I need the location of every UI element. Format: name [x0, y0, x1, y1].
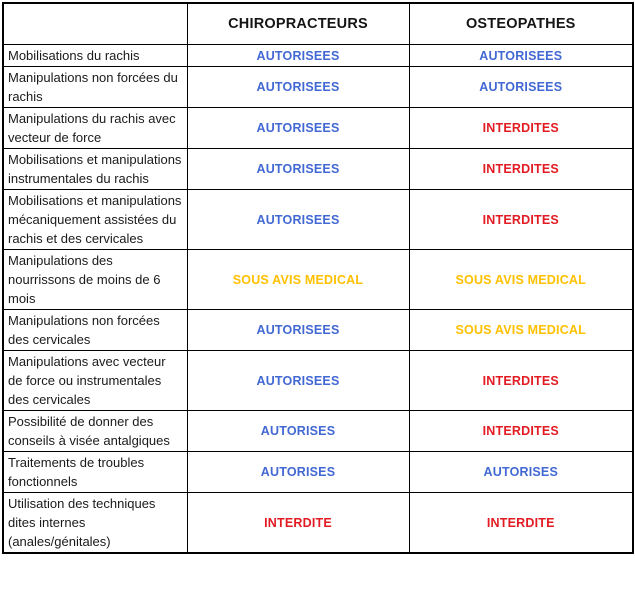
row-label: Manipulations non forcées des cervicales: [2, 309, 188, 351]
row-label: Manipulations du rachis avec vecteur de …: [2, 107, 188, 149]
status-cell-osteo: AUTORISEES: [408, 44, 634, 67]
status-cell-chiro: SOUS AVIS MEDICAL: [186, 249, 410, 310]
table-row: Traitements de troubles fonctionnels AUT…: [2, 451, 634, 493]
table-row: Mobilisations du rachis AUTORISEES AUTOR…: [2, 44, 634, 67]
row-label: Traitements de troubles fonctionnels: [2, 451, 188, 493]
status-cell-osteo: SOUS AVIS MEDICAL: [408, 309, 634, 351]
status-cell-osteo: SOUS AVIS MEDICAL: [408, 249, 634, 310]
status-cell-osteo: INTERDITES: [408, 107, 634, 149]
row-label: Manipulations avec vecteur de force ou i…: [2, 350, 188, 411]
table-row: Manipulations non forcées du rachis AUTO…: [2, 66, 634, 108]
row-label: Manipulations non forcées du rachis: [2, 66, 188, 108]
table-row: Possibilité de donner des conseils à vis…: [2, 410, 634, 452]
table-row: Manipulations du rachis avec vecteur de …: [2, 107, 634, 149]
status-cell-chiro: AUTORISEES: [186, 189, 410, 250]
status-cell-chiro: AUTORISEES: [186, 44, 410, 67]
row-label: Possibilité de donner des conseils à vis…: [2, 410, 188, 452]
document-page: CHIROPRACTEURS OSTEOPATHES Mobilisations…: [2, 2, 634, 554]
column-header-chiropracteurs: CHIROPRACTEURS: [186, 2, 410, 45]
table-row: Manipulations avec vecteur de force ou i…: [2, 350, 634, 411]
status-cell-chiro: AUTORISEES: [186, 107, 410, 149]
row-label: Mobilisations et manipulations instrumen…: [2, 148, 188, 190]
status-cell-osteo: AUTORISES: [408, 451, 634, 493]
table-row: Manipulations non forcées des cervicales…: [2, 309, 634, 351]
status-cell-osteo: INTERDITES: [408, 148, 634, 190]
status-cell-osteo: INTERDITES: [408, 189, 634, 250]
status-cell-chiro: AUTORISEES: [186, 309, 410, 351]
row-label: Mobilisations et manipulations mécanique…: [2, 189, 188, 250]
header-row: CHIROPRACTEURS OSTEOPATHES: [2, 2, 634, 45]
status-cell-osteo: INTERDITE: [408, 492, 634, 554]
comparison-table: CHIROPRACTEURS OSTEOPATHES Mobilisations…: [2, 2, 634, 554]
status-cell-chiro: AUTORISES: [186, 451, 410, 493]
table-row: Manipulations des nourrissons de moins d…: [2, 249, 634, 310]
column-header-osteopathes: OSTEOPATHES: [408, 2, 634, 45]
status-cell-chiro: AUTORISEES: [186, 148, 410, 190]
row-label: Manipulations des nourrissons de moins d…: [2, 249, 188, 310]
status-cell-osteo: AUTORISEES: [408, 66, 634, 108]
table-row: Mobilisations et manipulations mécanique…: [2, 189, 634, 250]
status-cell-chiro: AUTORISEES: [186, 350, 410, 411]
status-cell-osteo: INTERDITES: [408, 410, 634, 452]
status-cell-osteo: INTERDITES: [408, 350, 634, 411]
row-label: Mobilisations du rachis: [2, 44, 188, 67]
status-cell-chiro: AUTORISES: [186, 410, 410, 452]
status-cell-chiro: INTERDITE: [186, 492, 410, 554]
row-label: Utilisation des techniques dites interne…: [2, 492, 188, 554]
status-cell-chiro: AUTORISEES: [186, 66, 410, 108]
table-row: Mobilisations et manipulations instrumen…: [2, 148, 634, 190]
table-row: Utilisation des techniques dites interne…: [2, 492, 634, 554]
corner-cell: [2, 2, 188, 45]
